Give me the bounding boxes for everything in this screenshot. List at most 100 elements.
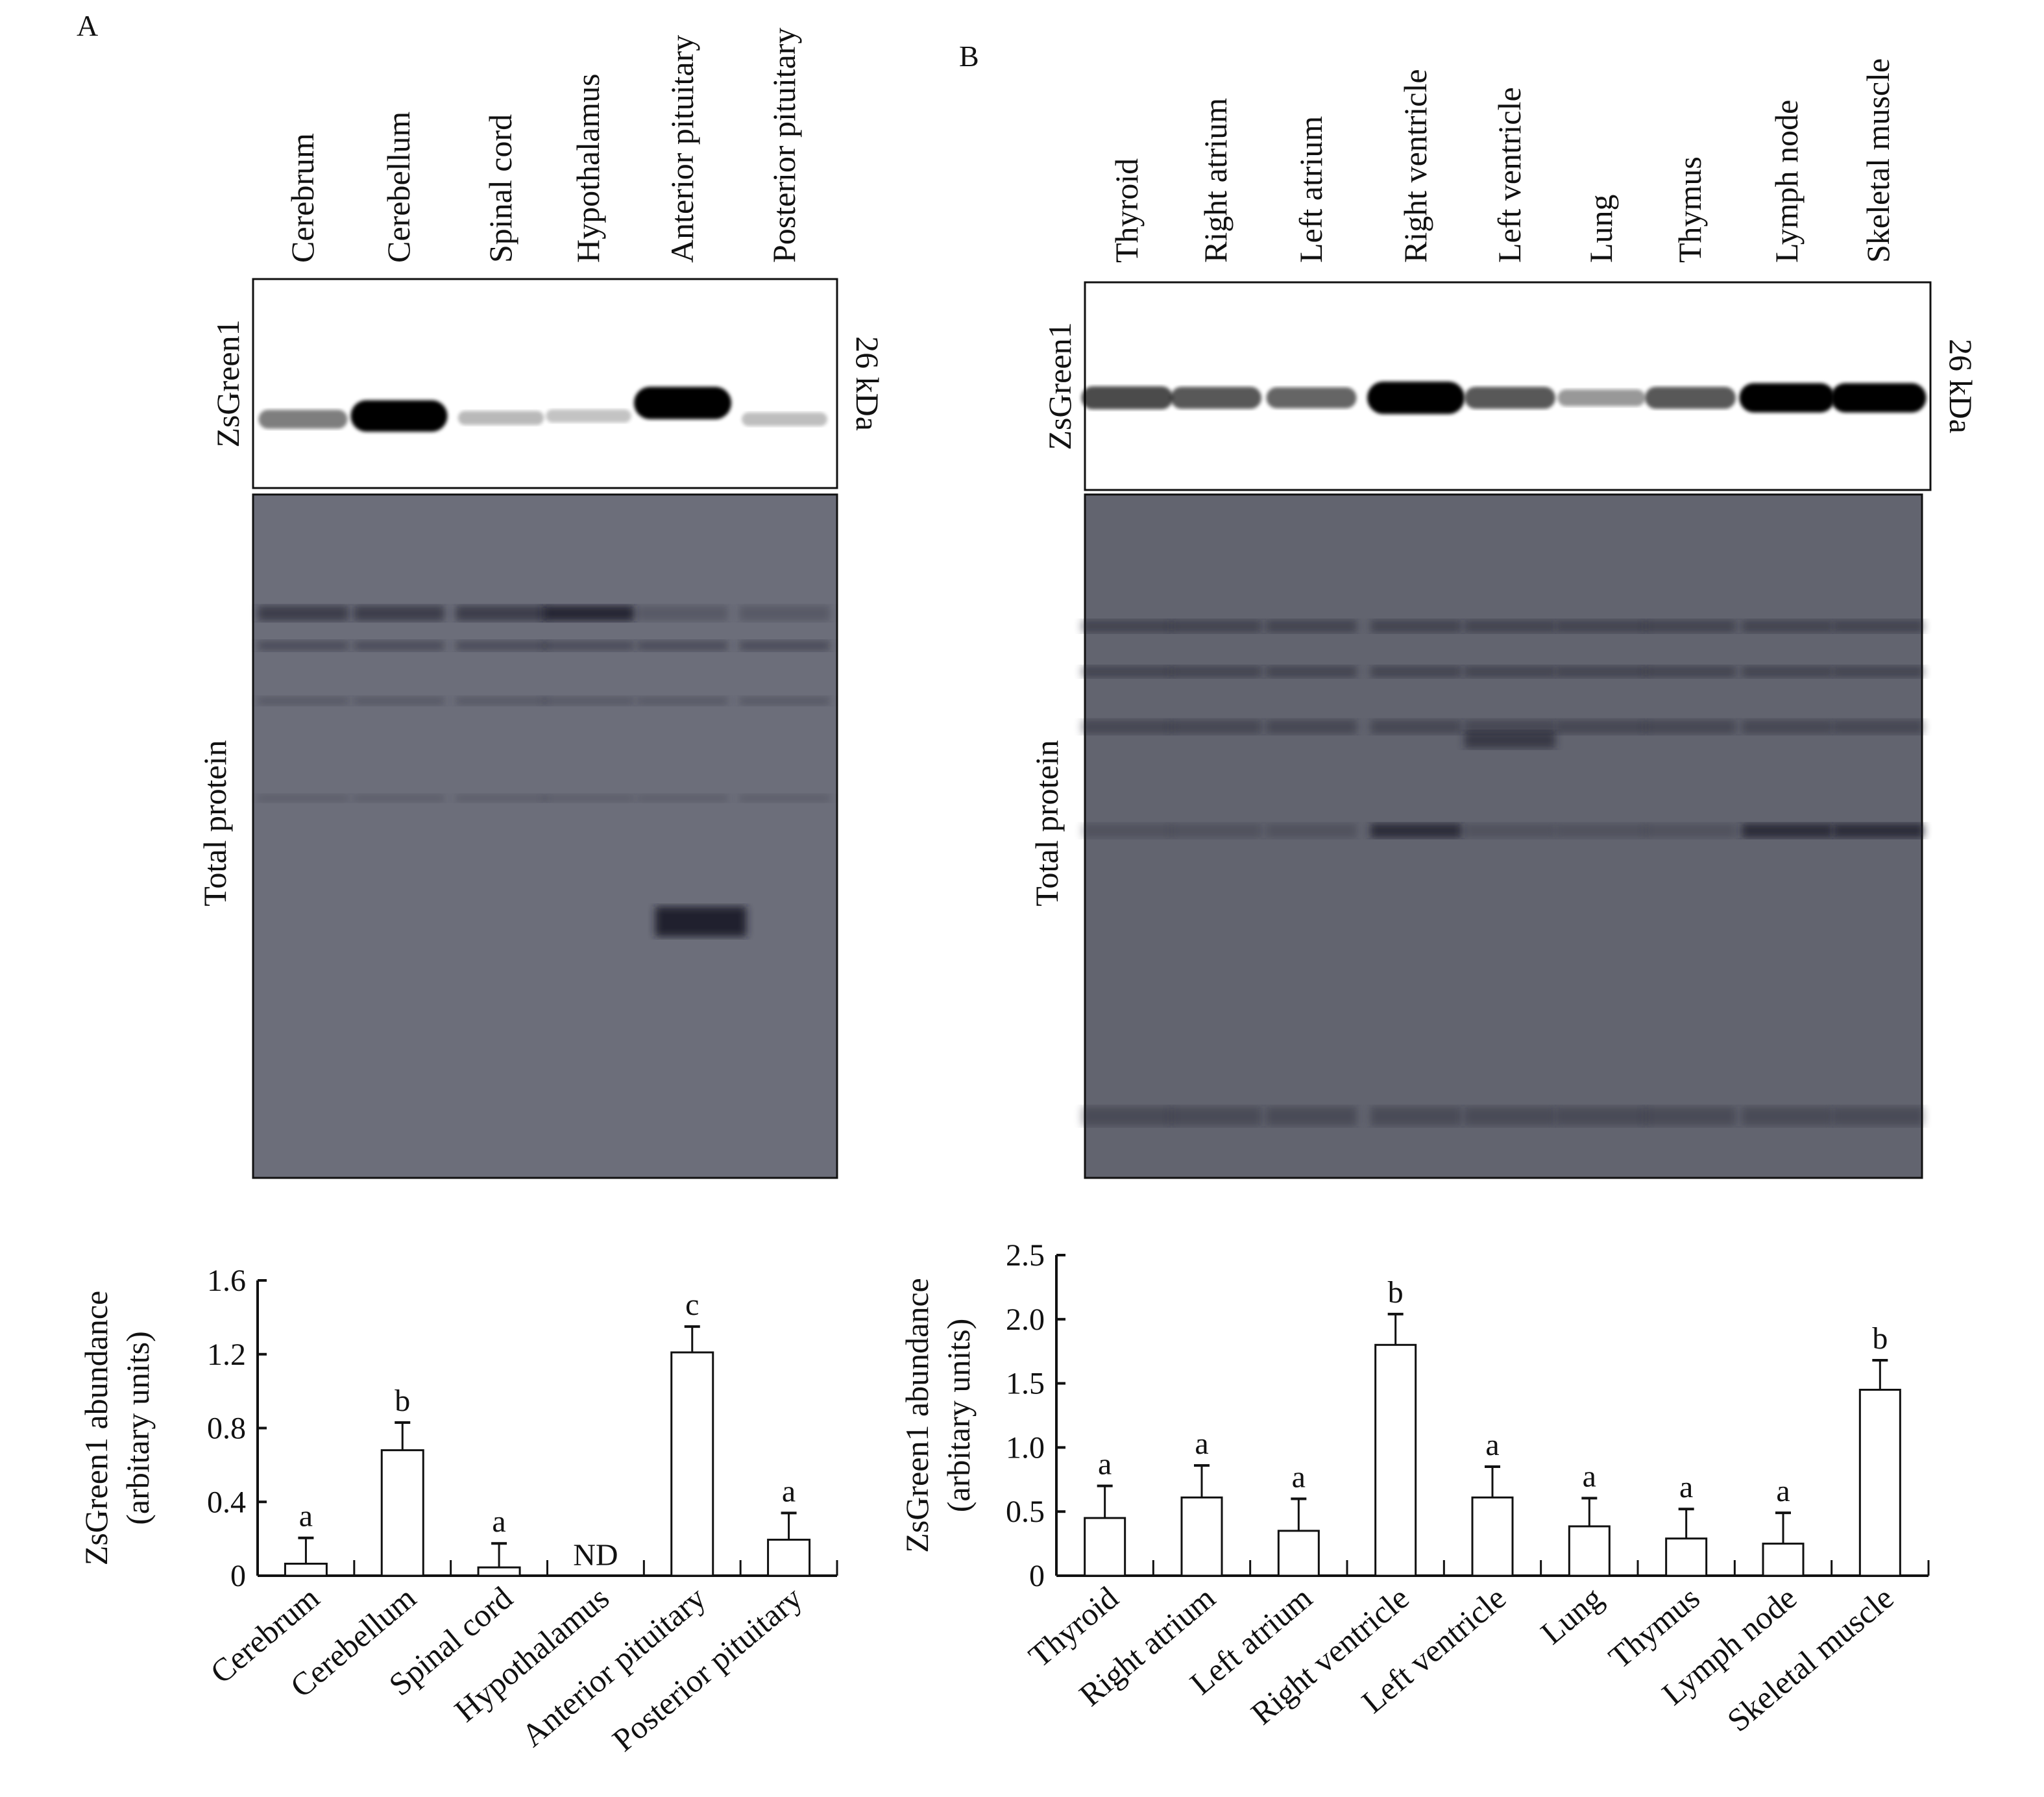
protein-band [258, 696, 348, 705]
zsgreen1-blot [252, 278, 838, 489]
significance-letter: a [1195, 1426, 1208, 1461]
protein-band [1171, 824, 1261, 838]
lane-label: Right ventricle [1397, 69, 1433, 263]
significance-letter: b [1872, 1321, 1888, 1356]
bar [1180, 1496, 1223, 1577]
x-tick-label: Skeletal muscle [1720, 1580, 1900, 1739]
significance-letter: b [1388, 1275, 1404, 1310]
bar [1471, 1496, 1514, 1577]
protein-band [1739, 383, 1835, 413]
protein-band [354, 605, 444, 621]
significance-letter: c [685, 1288, 699, 1322]
protein-band [546, 409, 631, 423]
protein-band [1465, 720, 1555, 734]
protein-band [1082, 1106, 1173, 1126]
loading-label: Total protein [1028, 740, 1065, 906]
protein-band [543, 605, 634, 621]
protein-band [258, 605, 348, 621]
protein-band [1465, 731, 1555, 748]
protein-band [457, 411, 544, 425]
panel-letter-a: A [77, 9, 98, 42]
protein-band [258, 641, 348, 651]
protein-band [1465, 387, 1555, 409]
significance-letter: a [1776, 1474, 1790, 1508]
significance-letter: a [299, 1499, 313, 1534]
lane-label: Cerebellum [380, 112, 417, 263]
bar [1084, 1517, 1126, 1577]
protein-band [1171, 1106, 1261, 1126]
y-tick-label: 0.5 [1006, 1495, 1045, 1529]
size-marker-label: 26 kDa [849, 336, 886, 431]
protein-band [739, 794, 830, 802]
protein-band [354, 641, 444, 651]
y-tick-label: 1.5 [1006, 1367, 1045, 1401]
protein-band [739, 641, 830, 651]
protein-band [354, 794, 444, 802]
bar [380, 1449, 424, 1577]
bar [1762, 1543, 1805, 1577]
protein-band [1266, 1106, 1357, 1126]
protein-band [258, 794, 348, 802]
lane-label: Thymus [1672, 156, 1708, 263]
protein-band [1833, 824, 1924, 838]
y-tick-label: 1.2 [207, 1338, 246, 1372]
protein-band [1266, 824, 1357, 838]
protein-band [1645, 620, 1736, 633]
protein-band [1742, 1106, 1832, 1126]
protein-band [1465, 1106, 1555, 1126]
protein-band [543, 794, 634, 802]
not-detected-label: ND [573, 1538, 618, 1572]
lane-label: Left ventricle [1491, 87, 1527, 263]
protein-band [1171, 620, 1261, 633]
y-axis-label: ZsGreen1 abundance [899, 1278, 935, 1552]
protein-band [1833, 720, 1924, 734]
protein-band [637, 641, 728, 651]
protein-band [1556, 1106, 1647, 1126]
protein-band [1833, 666, 1924, 678]
protein-band [1370, 1106, 1461, 1126]
lane-label: Skeletal muscle [1860, 58, 1896, 263]
protein-band [1557, 389, 1646, 406]
protein-band [1082, 824, 1173, 838]
y-tick-label: 0.4 [207, 1485, 246, 1519]
protein-band [1833, 620, 1924, 633]
significance-letter: a [1292, 1460, 1306, 1494]
significance-letter: a [1098, 1447, 1112, 1482]
protein-band [1082, 666, 1173, 678]
protein-band [1556, 824, 1647, 838]
protein-band [1370, 666, 1461, 678]
x-tick-label: Lung [1534, 1580, 1610, 1652]
protein-band [1831, 383, 1927, 413]
protein-band [1556, 666, 1647, 678]
protein-band [1082, 720, 1173, 734]
protein-band [637, 696, 728, 705]
size-marker-label: 26 kDa [1943, 339, 1979, 434]
protein-band [1465, 620, 1555, 633]
protein-band [1082, 620, 1173, 633]
y-axis-label-units: (arbitary units) [119, 1331, 156, 1525]
protein-band [1171, 387, 1261, 409]
lane-label: Left atrium [1293, 116, 1329, 263]
lane-label: Posterior pituitary [766, 28, 802, 263]
protein-band [1465, 824, 1555, 838]
lane-label: Cerebrum [284, 133, 321, 263]
lane-label: Right atrium [1197, 98, 1234, 263]
bar [1374, 1343, 1417, 1577]
protein-band [1266, 387, 1357, 409]
protein-band [456, 605, 546, 621]
protein-band [634, 387, 731, 419]
y-tick-label: 1.0 [1006, 1430, 1045, 1465]
bar-chart-a: 00.40.81.21.6aCerebrumbCerebellumaSpinal… [78, 1264, 838, 1758]
protein-band [1742, 620, 1832, 633]
panel-letter-b: B [959, 40, 979, 73]
protein-band [1370, 620, 1461, 633]
protein-band [1645, 824, 1736, 838]
bar [1277, 1530, 1320, 1577]
protein-band [1266, 720, 1357, 734]
protein-band [1081, 386, 1173, 410]
protein-band [739, 605, 830, 621]
blot-panel-b: Thyroid Right atrium Left atrium Right vent… [1028, 58, 1979, 1179]
protein-band [637, 794, 728, 802]
protein-band [1645, 720, 1736, 734]
